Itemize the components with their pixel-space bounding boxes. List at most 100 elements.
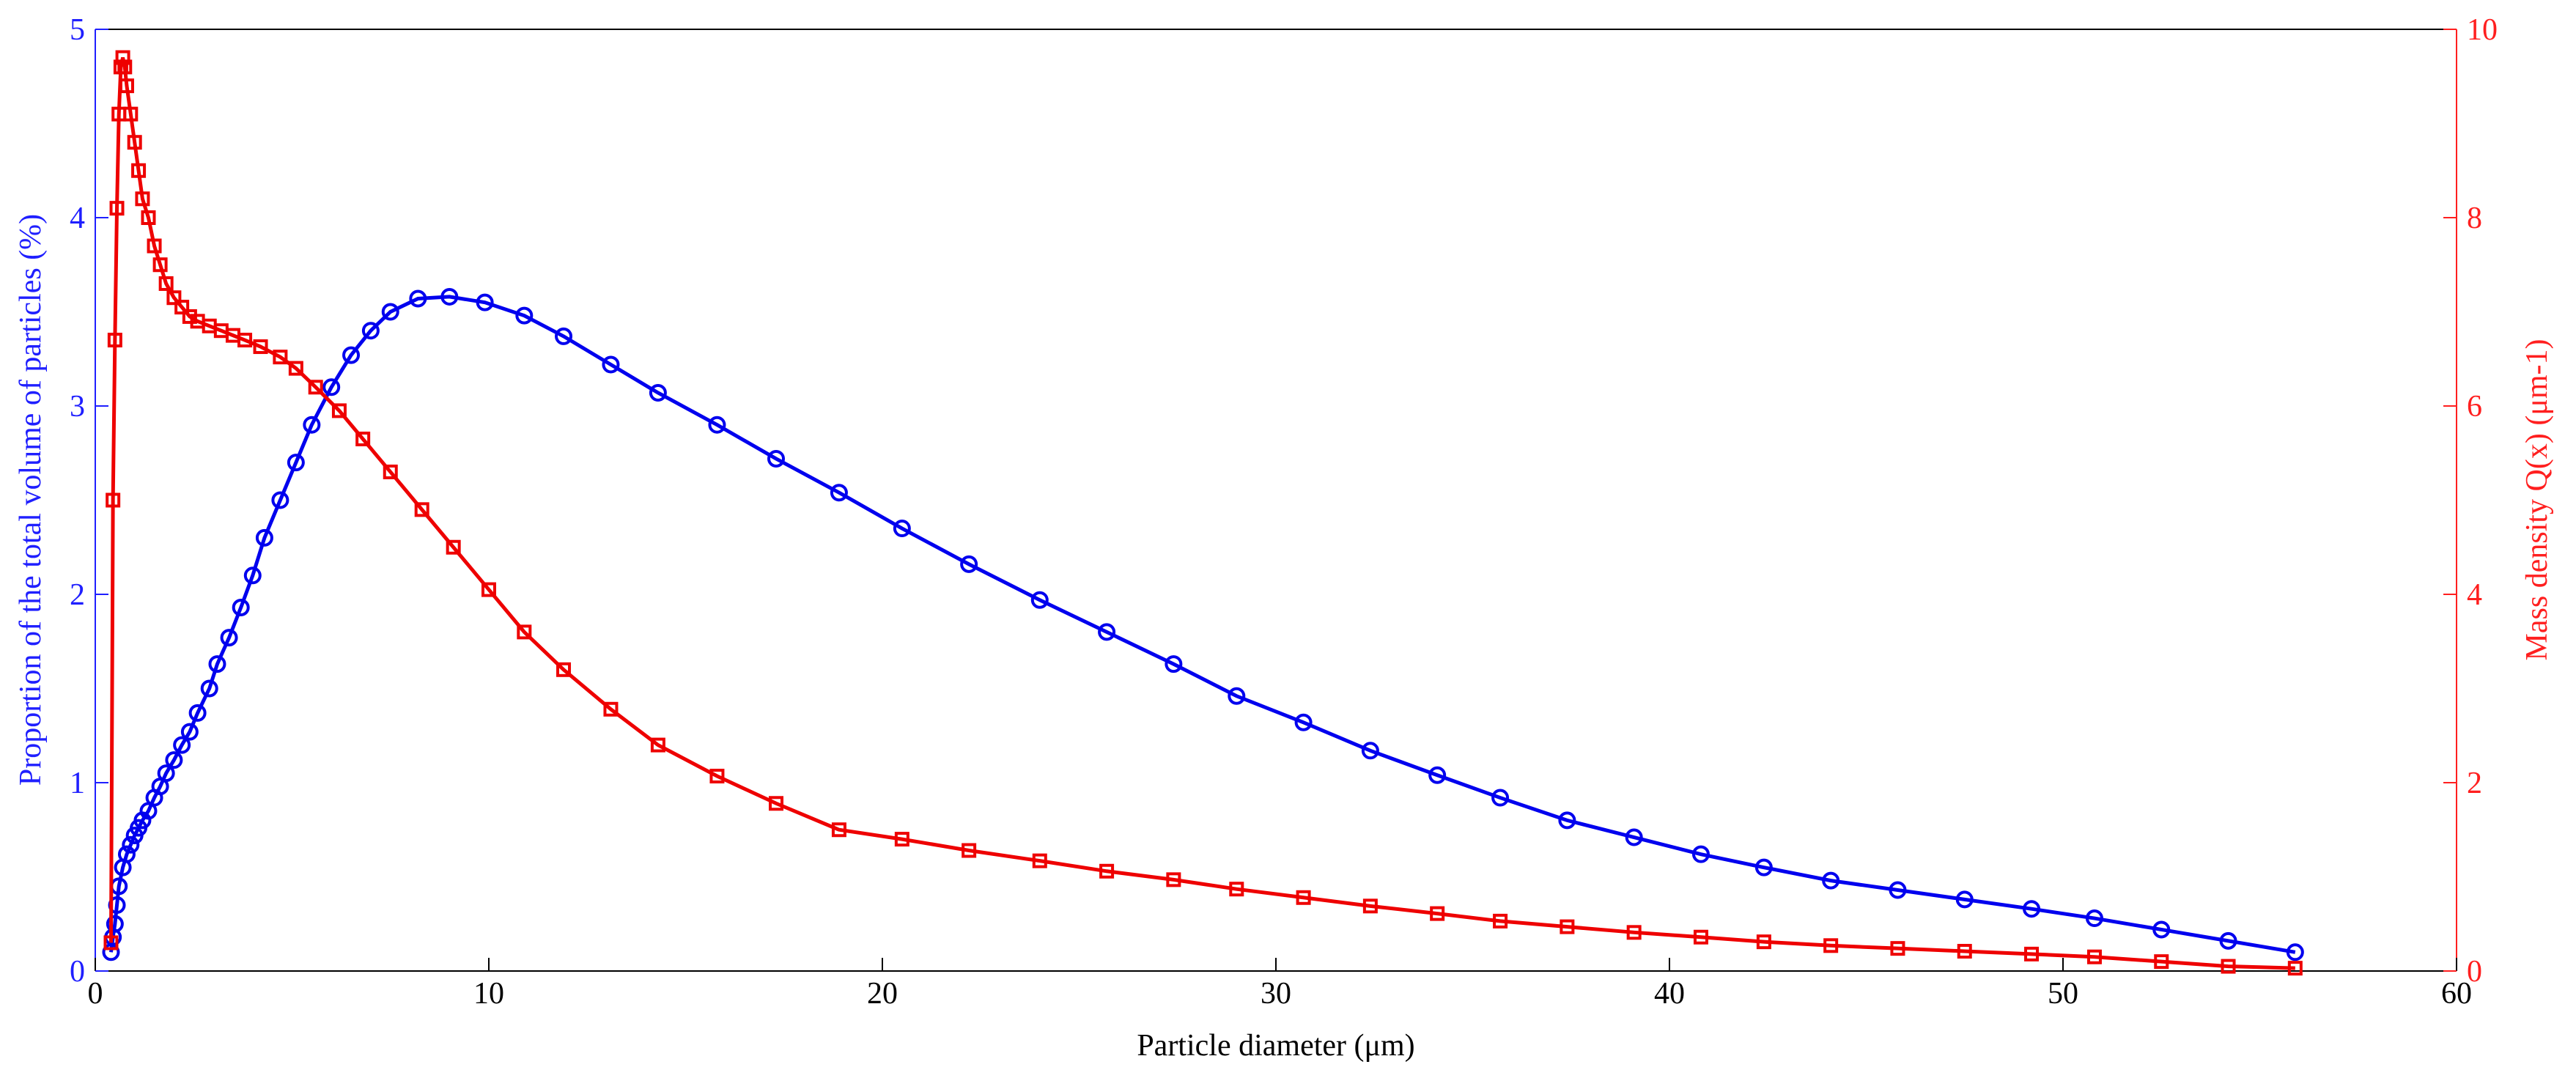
marker xyxy=(109,201,125,216)
y-tick-label: 2 xyxy=(70,578,85,612)
y-tick-label: 4 xyxy=(70,202,85,235)
marker xyxy=(1756,934,1771,950)
marker xyxy=(2024,946,2040,961)
marker xyxy=(2152,920,2171,939)
x-tick-label: 50 xyxy=(2048,977,2078,1011)
marker xyxy=(165,751,183,769)
marker xyxy=(173,736,191,754)
y-axis-label: Proportion of the total volume of partic… xyxy=(14,214,48,786)
marker xyxy=(322,378,341,396)
marker xyxy=(556,662,572,677)
marker xyxy=(1229,882,1244,897)
marker xyxy=(232,598,250,616)
marker xyxy=(1560,919,1575,934)
marker xyxy=(1294,713,1313,731)
y-tick-label: 3 xyxy=(70,390,85,424)
marker xyxy=(1823,938,1839,953)
x-tick-label: 10 xyxy=(473,977,504,1011)
marker xyxy=(650,737,665,753)
x-tick-label: 30 xyxy=(1261,977,1291,1011)
series-line xyxy=(109,295,2296,954)
marker xyxy=(141,210,156,225)
marker xyxy=(440,287,459,306)
marker xyxy=(2086,949,2102,964)
marker xyxy=(1491,789,1510,807)
marker xyxy=(414,502,429,517)
marker xyxy=(208,655,226,673)
marker xyxy=(255,528,273,547)
marker xyxy=(2085,909,2103,928)
marker xyxy=(894,832,909,847)
marker xyxy=(127,135,142,150)
marker xyxy=(308,380,323,395)
marker xyxy=(2287,961,2303,976)
marker xyxy=(287,454,305,472)
marker xyxy=(331,403,347,418)
marker xyxy=(1030,591,1049,609)
marker xyxy=(288,361,303,376)
marker xyxy=(515,306,534,325)
marker xyxy=(476,293,494,311)
series-line xyxy=(108,57,2295,970)
marker xyxy=(166,290,182,306)
marker xyxy=(446,539,461,555)
marker xyxy=(1889,881,1907,899)
marker xyxy=(769,796,784,811)
marker xyxy=(1228,687,1246,705)
marker xyxy=(1822,871,1840,890)
y-tick-label: 1 xyxy=(70,767,85,800)
marker xyxy=(1625,828,1643,846)
marker xyxy=(271,491,289,509)
marker xyxy=(1890,941,1905,956)
marker xyxy=(1754,858,1773,876)
marker xyxy=(555,327,573,345)
marker xyxy=(383,464,398,479)
y2-tick-label: 8 xyxy=(2467,202,2482,235)
marker xyxy=(361,322,380,340)
marker xyxy=(709,769,725,784)
marker xyxy=(1098,623,1116,641)
marker xyxy=(2221,959,2236,974)
marker xyxy=(157,764,175,783)
marker xyxy=(123,106,139,122)
marker xyxy=(220,629,238,647)
marker xyxy=(1558,811,1576,830)
marker xyxy=(117,845,136,863)
marker xyxy=(152,257,168,273)
x-tick-label: 60 xyxy=(2441,977,2472,1011)
y2-tick-label: 10 xyxy=(2467,13,2498,47)
marker xyxy=(649,384,667,402)
y2-tick-label: 2 xyxy=(2467,767,2482,800)
marker xyxy=(1626,925,1642,940)
marker xyxy=(1166,872,1181,887)
marker xyxy=(517,624,532,640)
marker xyxy=(1165,655,1183,673)
marker xyxy=(1693,929,1708,945)
marker xyxy=(158,276,174,291)
y2-tick-label: 0 xyxy=(2467,955,2482,989)
marker xyxy=(1361,742,1379,760)
marker xyxy=(831,822,846,838)
y2-tick-label: 6 xyxy=(2467,390,2482,424)
marker xyxy=(188,704,207,722)
marker xyxy=(243,566,262,585)
marker xyxy=(381,303,399,321)
marker xyxy=(253,339,268,355)
marker xyxy=(1493,913,1508,929)
marker xyxy=(1691,845,1710,863)
marker xyxy=(708,416,726,434)
marker xyxy=(355,431,371,446)
marker xyxy=(180,723,199,741)
marker xyxy=(1428,766,1447,784)
marker xyxy=(115,50,130,65)
marker xyxy=(962,843,977,858)
marker xyxy=(767,449,786,468)
marker xyxy=(409,289,427,308)
marker xyxy=(200,679,218,698)
x-tick-label: 40 xyxy=(1654,977,1685,1011)
x-tick-label: 0 xyxy=(88,977,103,1011)
marker xyxy=(960,555,978,573)
marker xyxy=(2154,954,2169,970)
x-tick-label: 20 xyxy=(867,977,898,1011)
